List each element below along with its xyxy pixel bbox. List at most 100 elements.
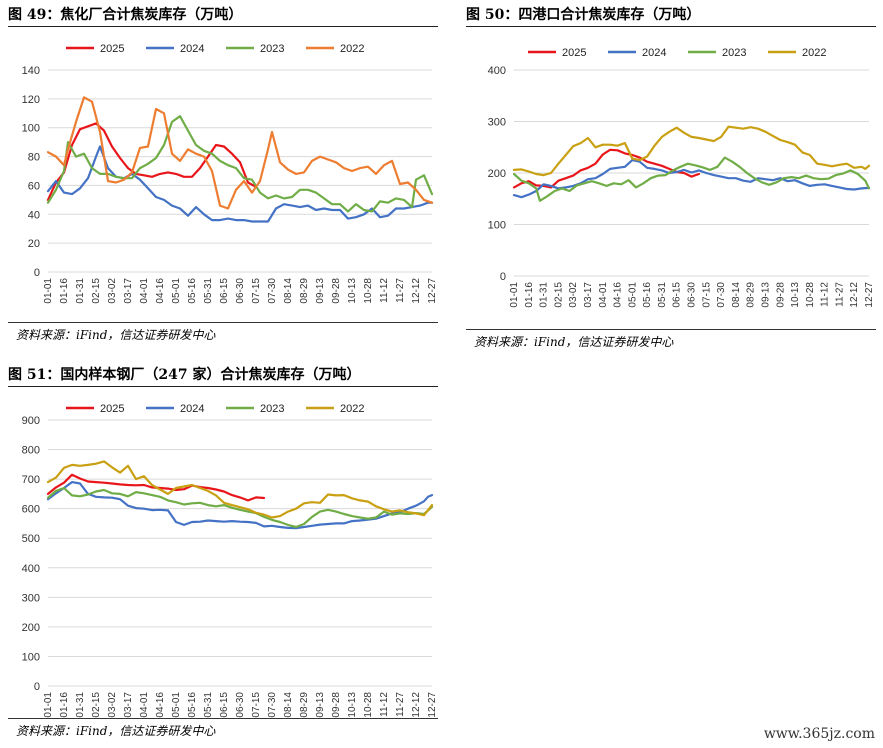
x-tick-label: 07-15	[701, 282, 712, 308]
y-tick-label: 600	[22, 504, 40, 516]
x-tick-label: 09-13	[315, 692, 326, 718]
x-tick-label: 03-02	[107, 692, 118, 718]
y-tick-label: 200	[488, 168, 506, 180]
x-tick-label: 08-29	[299, 278, 310, 304]
x-tick-label: 11-27	[834, 282, 845, 307]
y-tick-label: 400	[22, 563, 40, 575]
series-line-2023	[512, 156, 871, 202]
x-tick-label: 05-16	[187, 692, 198, 718]
x-tick-label: 06-15	[672, 282, 683, 308]
y-tick-label: 700	[22, 474, 40, 486]
legend-label-2025: 2025	[100, 403, 124, 415]
y-tick-label: 800	[22, 445, 40, 457]
y-tick-label: 0	[34, 267, 40, 279]
x-tick-label: 12-12	[411, 278, 422, 304]
series-line-2023	[46, 486, 434, 529]
legend-label-2025: 2025	[562, 47, 586, 59]
x-tick-label: 02-15	[553, 282, 564, 308]
x-tick-label: 04-16	[155, 692, 166, 718]
x-tick-label: 09-13	[760, 282, 771, 308]
x-tick-label: 02-15	[91, 278, 102, 304]
y-tick-label: 80	[28, 152, 40, 164]
x-tick-label: 10-28	[363, 278, 374, 304]
x-tick-label: 05-31	[203, 278, 214, 304]
x-tick-label: 12-12	[849, 282, 860, 308]
x-tick-label: 06-30	[687, 282, 698, 308]
source-note: 资料来源：iFind，信达证券研发中心	[16, 328, 216, 342]
legend-label-2024: 2024	[180, 403, 204, 415]
four-port-stock-chart: 0 100 200 300 400 01-01 01-16 01-31 02-15 03-02 03…	[488, 47, 875, 308]
x-tick-label: 12-27	[427, 278, 438, 304]
chart-panel-50: 图 50：四港口合计焦炭库存（万吨） 0 100 200 300 400 01-01 01-…	[466, 4, 876, 349]
legend-label-2023: 2023	[260, 43, 284, 55]
x-tick-label: 06-30	[235, 692, 246, 718]
x-tick-label: 07-30	[267, 692, 278, 718]
series-line-2023	[46, 115, 434, 213]
x-tick-label: 12-27	[864, 282, 875, 308]
x-tick-label: 05-31	[657, 282, 668, 308]
y-tick-label: 120	[22, 94, 40, 106]
x-tick-label: 10-13	[347, 278, 358, 304]
x-tick-label: 09-28	[331, 278, 342, 304]
x-tick-label: 11-27	[395, 692, 406, 717]
series-line-2022	[46, 460, 434, 519]
series-line-2024	[46, 481, 434, 530]
chart-panel-49: 图 49：焦化厂合计焦炭库存（万吨） 0 20 40 60 80 100 120 140 01-…	[8, 4, 438, 344]
x-tick-label: 01-31	[75, 692, 86, 718]
x-tick-label: 10-28	[363, 692, 374, 718]
x-tick-label: 12-27	[427, 692, 438, 718]
x-tick-label: 02-15	[91, 692, 102, 718]
x-tick-label: 10-13	[790, 282, 801, 308]
legend-label-2022: 2022	[340, 403, 364, 415]
x-tick-label: 01-01	[43, 278, 54, 304]
y-tick-label: 100	[488, 220, 506, 232]
y-tick-label: 0	[34, 681, 40, 693]
x-tick-label: 10-13	[347, 692, 358, 718]
legend-label-2024: 2024	[642, 47, 666, 59]
x-tick-label: 06-15	[219, 692, 230, 718]
series-line-2022	[46, 96, 434, 210]
y-tick-label: 60	[28, 180, 40, 192]
x-tick-label: 11-27	[395, 278, 406, 303]
x-tick-label: 01-31	[539, 282, 550, 308]
chart-title: 图 51：国内样本钢厂（247 家）合计焦炭库存（万吨）	[8, 364, 438, 387]
x-tick-label: 05-16	[187, 278, 198, 304]
y-tick-label: 0	[500, 271, 506, 283]
x-tick-label: 08-14	[283, 692, 294, 718]
x-tick-label: 07-15	[251, 278, 262, 304]
y-tick-label: 300	[488, 117, 506, 129]
x-tick-label: 05-01	[171, 278, 182, 304]
x-tick-label: 08-14	[283, 278, 294, 304]
x-tick-label: 01-16	[59, 278, 70, 304]
x-tick-label: 05-01	[171, 692, 182, 718]
source-divider	[8, 322, 438, 323]
chart-panel-51: 图 51：国内样本钢厂（247 家）合计焦炭库存（万吨） 0 100 200 300 4…	[8, 364, 438, 744]
x-tick-label: 03-17	[123, 692, 134, 718]
x-tick-label: 04-01	[139, 692, 150, 718]
y-tick-label: 40	[28, 209, 40, 221]
x-tick-label: 12-12	[411, 692, 422, 718]
source-note: 资料来源：iFind，信达证券研发中心	[474, 335, 674, 349]
x-tick-label: 09-28	[775, 282, 786, 308]
x-tick-label: 01-16	[524, 282, 535, 308]
series-line-2025	[46, 122, 258, 201]
x-tick-label: 09-13	[315, 278, 326, 304]
series-line-2024	[46, 145, 434, 223]
y-tick-label: 100	[22, 123, 40, 135]
y-tick-label: 400	[488, 65, 506, 77]
series-line-2025	[512, 148, 700, 189]
x-tick-label: 07-30	[267, 278, 278, 304]
x-tick-label: 03-17	[583, 282, 594, 308]
x-tick-label: 03-02	[107, 278, 118, 304]
series-line-2022	[512, 125, 871, 177]
x-tick-label: 01-31	[75, 278, 86, 304]
x-tick-label: 08-14	[731, 282, 742, 308]
source-divider	[466, 329, 876, 330]
x-tick-label: 06-30	[235, 278, 246, 304]
x-tick-label: 04-16	[155, 278, 166, 304]
x-tick-label: 03-02	[568, 282, 579, 308]
legend-label-2025: 2025	[100, 43, 124, 55]
series-line-2024	[512, 159, 871, 199]
y-tick-label: 300	[22, 592, 40, 604]
x-tick-label: 04-01	[139, 278, 150, 304]
